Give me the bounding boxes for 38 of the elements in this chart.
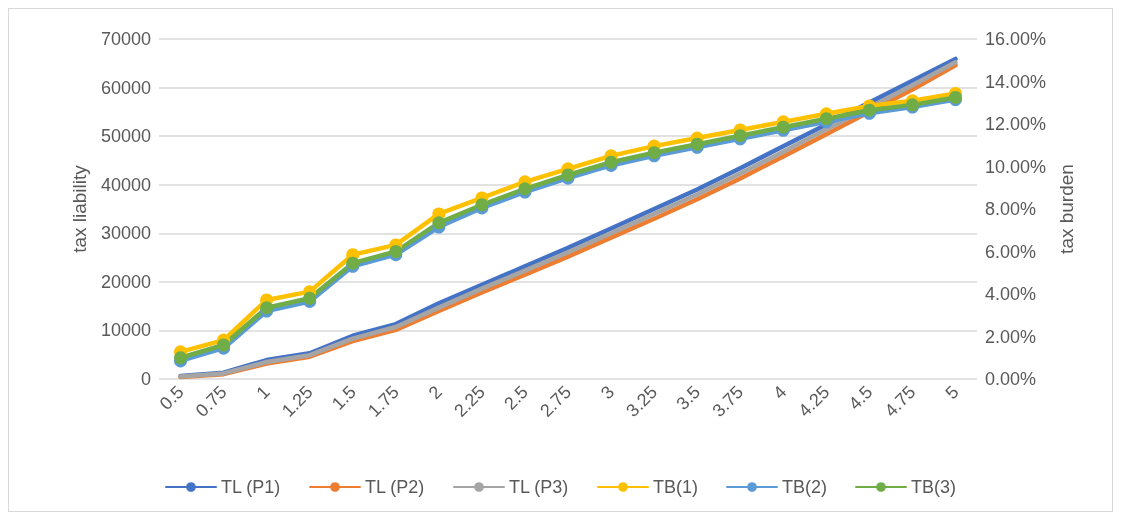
y-axis-title: tax liability — [69, 164, 90, 253]
y-tick-label: 0 — [140, 369, 151, 389]
y2-tick-label: 10.00% — [985, 156, 1047, 177]
x-tick-label: 4 — [769, 381, 791, 404]
x-tick-label: 0.5 — [155, 381, 188, 414]
y-tick-label: 40000 — [100, 174, 151, 195]
x-tick-label: 0.75 — [191, 381, 231, 421]
legend-label: TL (P3) — [509, 477, 569, 497]
legend-label: TL (P1) — [220, 477, 281, 497]
x-tick-label: 3 — [596, 381, 619, 404]
x-tick-label: 4.5 — [844, 381, 877, 414]
legend-label: TB(3) — [911, 477, 957, 497]
point — [389, 245, 403, 258]
legend-label: TB(2) — [782, 477, 828, 497]
y-tick-label: 70000 — [100, 29, 151, 49]
y2-tick-label: 8.00% — [985, 199, 1037, 219]
y2-tick-label: 0.00% — [985, 369, 1037, 389]
y2-tick-label: 14.00% — [985, 71, 1047, 92]
x-tick-label: 1.5 — [327, 381, 360, 414]
x-tick-label: 2 — [424, 381, 446, 404]
y2-tick-label: 16.00% — [985, 29, 1047, 49]
legend-label: TB(1) — [653, 477, 699, 497]
y2-axis-title: tax burden — [1055, 164, 1077, 254]
y2-tick-label: 2.00% — [985, 326, 1037, 347]
x-tick-label: 3.5 — [672, 381, 705, 414]
y-tick-label: 60000 — [100, 77, 151, 98]
y2-tick-label: 6.00% — [985, 241, 1037, 262]
y-tick-label: 50000 — [100, 126, 151, 147]
y-tick-label: 10000 — [100, 320, 151, 341]
x-tick-label: 2.5 — [500, 381, 533, 414]
y-tick-label: 30000 — [100, 223, 151, 244]
x-tick-label: 1 — [252, 381, 274, 404]
y-tick-label: 20000 — [100, 271, 151, 292]
point — [432, 216, 446, 230]
y2-tick-label: 4.00% — [985, 284, 1037, 304]
legend-label: TL (P2) — [364, 477, 425, 497]
y2-tick-label: 12.00% — [985, 114, 1047, 134]
x-tick-label: 5 — [941, 381, 963, 404]
